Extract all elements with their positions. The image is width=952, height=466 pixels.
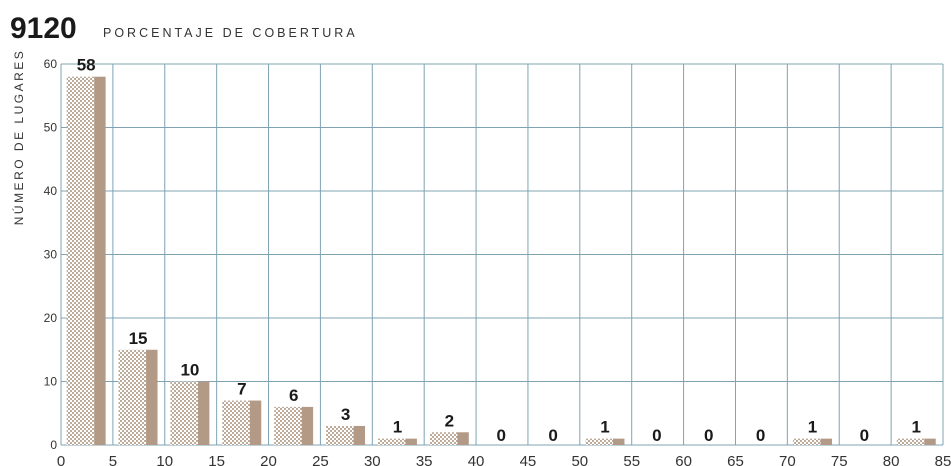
x-tick-label: 70 [779,453,796,466]
data-label: 0 [756,426,765,445]
x-tick-labels: 0 5 10 15 20 25 30 35 40 45 50 55 60 65 70 75 80 85 [57,453,952,466]
x-tick-label: 25 [312,453,329,466]
data-label: 1 [808,418,817,437]
x-tick-label: 40 [468,453,485,466]
bar-solid [94,77,105,445]
bars [67,77,936,445]
bar-solid [405,439,416,445]
x-tick-label: 0 [57,453,65,466]
data-label: 0 [704,426,713,445]
x-tick-label: 65 [727,453,744,466]
bar-solid [821,439,832,445]
x-tick-label: 20 [260,453,277,466]
data-label: 7 [237,380,246,399]
data-label: 0 [652,426,661,445]
y-tick-label: 20 [44,311,58,325]
data-label: 6 [289,386,298,405]
x-tick-label: 75 [831,453,848,466]
chart-title-code: 9120 [10,12,77,45]
data-label: 15 [129,329,148,348]
bar-solid [613,439,624,445]
data-label: 0 [548,426,557,445]
y-tick-labels: 0 10 20 30 40 50 60 [44,57,58,452]
y-tick-label: 60 [44,57,58,71]
x-tick-label: 5 [109,453,117,466]
x-tick-label: 50 [571,453,588,466]
data-label: 1 [393,418,402,437]
data-label: 2 [445,411,454,430]
bar-dotted [793,439,823,445]
bar-solid [302,407,313,445]
x-tick-label: 10 [156,453,173,466]
chart-title: PORCENTAJE DE COBERTURA [103,26,358,40]
bar-dotted [378,439,408,445]
y-tick-label: 50 [44,121,58,135]
bar-solid [457,432,468,445]
data-label: 1 [912,418,921,437]
x-tick-label: 60 [675,453,692,466]
bar-solid [198,382,209,446]
x-tick-label: 55 [623,453,640,466]
data-label: 10 [180,361,199,380]
bar-dotted [222,401,252,445]
x-tick-label: 15 [208,453,225,466]
x-tick-label: 45 [520,453,537,466]
y-tick-label: 30 [44,248,58,262]
y-axis-label: NÚMERO DE LUGARES [11,49,26,226]
bar-dotted [586,439,616,445]
data-label: 58 [77,56,96,75]
bar-solid [250,401,261,445]
data-label: 0 [860,426,869,445]
bar-dotted [274,407,304,445]
x-tick-label: 85 [935,453,952,466]
bar-dotted [170,382,200,446]
data-label: 0 [496,426,505,445]
y-tick-label: 10 [44,375,58,389]
bar-solid [354,426,365,445]
y-tick-label: 0 [50,438,57,452]
bar-dotted [119,350,149,445]
x-tick-label: 35 [416,453,433,466]
bar-solid [146,350,157,445]
data-label: 3 [341,405,350,424]
x-tick-label: 30 [364,453,381,466]
bar-dotted [897,439,927,445]
bar-dotted [67,77,97,445]
bar-dotted [326,426,356,445]
y-tick-label: 40 [44,184,58,198]
bar-solid [924,439,935,445]
bar-dotted [430,432,460,445]
x-tick-label: 80 [883,453,900,466]
data-label: 1 [600,418,609,437]
